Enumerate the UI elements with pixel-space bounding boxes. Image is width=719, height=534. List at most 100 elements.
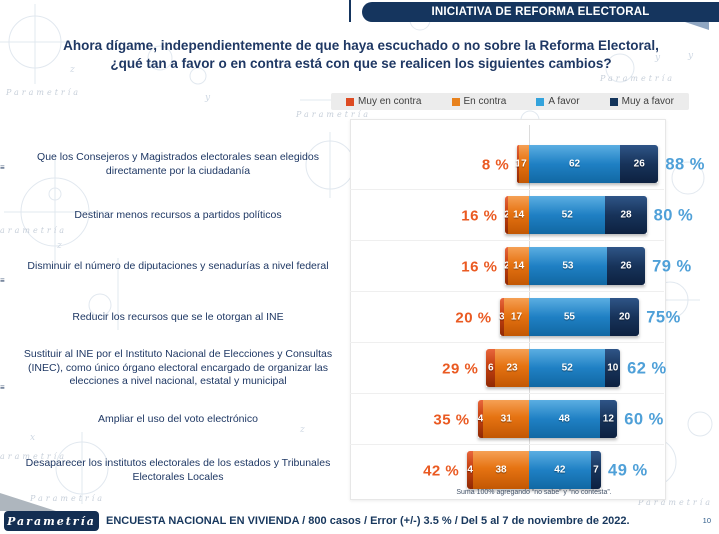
stacked-bar: 4 38 42 7: [467, 451, 601, 489]
legend-item: En contra: [451, 96, 507, 107]
segment-value-label: 14: [513, 209, 525, 221]
total-contra-label: 35 %: [433, 411, 470, 428]
bar-segment-muy-en-contra: 2: [504, 247, 510, 285]
bar-segment-muy-a-favor: 26: [606, 247, 646, 285]
bar-segment-en-contra: 38: [473, 451, 529, 489]
bar-row: 6 23 52 10 29 % 62 %: [350, 343, 719, 394]
bar-segment-a-favor: 52: [528, 349, 606, 387]
bar-segment-en-contra: 23: [495, 349, 529, 387]
category-label: Desaparecer los institutos electorales d…: [25, 457, 331, 483]
total-favor-label: 49 %: [608, 461, 648, 479]
bar-segment-a-favor: 52: [528, 196, 606, 234]
total-favor-label: 75%: [646, 308, 681, 326]
segment-value-label: 26: [620, 260, 632, 272]
svg-text:z: z: [69, 65, 75, 75]
bar-segment-muy-a-favor: 26: [620, 145, 659, 183]
bar-row: 4 38 42 7 42 % 49 %: [352, 445, 719, 496]
svg-text:x: x: [150, 263, 155, 273]
watermark-text: Parametría: [638, 498, 714, 507]
segment-value-label: 7: [593, 464, 599, 476]
bar-segment-en-contra: 17: [504, 298, 529, 336]
segment-value-label: 4: [477, 413, 484, 425]
stacked-bar: 4 31 48 12: [477, 400, 618, 438]
total-favor-label: 88 %: [665, 155, 705, 173]
segment-value-label: 31: [500, 413, 512, 425]
question-line-2: ¿qué tan a favor o en contra está con qu…: [110, 55, 612, 71]
segment-value-label: 4: [467, 464, 473, 476]
segment-value-label: 10: [607, 362, 619, 374]
svg-text:z: z: [299, 425, 305, 435]
category-row: Destinar menos recursos a partidos polít…: [0, 190, 346, 241]
bar-segment-muy-a-favor: 10: [605, 349, 621, 387]
bar-segment-a-favor: 48: [528, 400, 600, 438]
watermark-text: Parametría: [30, 494, 106, 503]
category-row: Sustituir al INE por el Instituto Nacion…: [0, 343, 346, 394]
logo-text: Parametría: [7, 514, 96, 528]
segment-value-label: 14: [513, 260, 525, 272]
stacked-bar: 17 62 26: [515, 145, 659, 183]
segment-value-label: 2: [504, 209, 510, 221]
bar-row: 4 31 48 12 35 % 60 %: [350, 394, 719, 445]
segment-value-label: 23: [506, 362, 518, 374]
bar-segment-en-contra: 7: [518, 145, 529, 183]
bar-segment-muy-en-contra: 6: [486, 349, 496, 387]
segment-value-label: 38: [495, 464, 507, 476]
row-separator: [350, 444, 664, 445]
watermark-text: Parametría: [0, 226, 68, 235]
segment-value-label: 48: [558, 413, 570, 425]
chart-legend: Muy en contra En contra A favor Muy a favor: [331, 93, 689, 110]
segment-value-label: 52: [561, 209, 573, 221]
bar-segment-a-favor: 53: [528, 247, 607, 285]
total-contra-label: 29 %: [442, 360, 479, 377]
legend-label: A favor: [548, 96, 580, 107]
row-separator: [350, 291, 664, 292]
bar-segment-muy-en-contra: 2: [504, 196, 510, 234]
watermark-text: Parametría: [600, 74, 676, 83]
category-row: Ampliar el uso del voto electrónico: [0, 394, 346, 445]
bar-segment-muy-a-favor: 28: [605, 196, 647, 234]
segment-value-label: 17: [510, 311, 523, 323]
bar-row: 3 17 55 20 20 % 75%: [350, 292, 719, 343]
bar-segment-muy-en-contra: 3: [499, 298, 505, 336]
legend-swatch: [451, 97, 460, 106]
total-contra-label: 20 %: [455, 309, 492, 326]
bar-segment-muy-en-contra: 4: [467, 451, 474, 489]
legend-item: A favor: [536, 96, 580, 107]
total-favor-label: 62 %: [627, 359, 667, 377]
bar-segment-muy-en-contra: 4: [477, 400, 484, 438]
segment-value-label: 3: [499, 311, 505, 323]
segment-value-label: 7: [521, 158, 527, 170]
question-title: Ahora dígame, independientemente de que …: [38, 37, 684, 72]
row-separator: [350, 189, 664, 190]
row-separator: [350, 240, 664, 241]
svg-text:y: y: [654, 53, 661, 63]
edge-mark: ≡: [0, 383, 5, 392]
bar-segment-a-favor: 42: [528, 451, 591, 489]
legend-item: Muy a favor: [609, 96, 674, 107]
bar-segment-muy-en-contra: 1: [515, 145, 521, 183]
total-contra-label: 8 %: [481, 156, 510, 173]
slide-banner: INICIATIVA DE REFORMA ELECTORAL: [362, 2, 719, 22]
stacked-bar: 2 14 52 28: [504, 196, 647, 234]
question-line-1: Ahora dígame, independientemente de que …: [63, 38, 659, 53]
watermark-text: Parametría: [0, 452, 68, 461]
watermark-text: Parametría: [296, 110, 372, 119]
segment-value-label: 12: [602, 413, 614, 425]
category-label: Destinar menos recursos a partidos polít…: [74, 208, 282, 221]
svg-text:x: x: [30, 433, 35, 443]
legend-label: Muy a favor: [621, 96, 674, 107]
stacked-bar: 3 17 55 20: [499, 298, 640, 336]
segment-value-label: 20: [618, 311, 631, 323]
total-contra-label: 16 %: [461, 207, 498, 224]
row-separator: [350, 342, 664, 343]
total-favor-label: 79 %: [652, 257, 692, 275]
legend-swatch: [536, 97, 545, 106]
svg-text:y: y: [687, 51, 694, 61]
stacked-bar: 6 23 52 10: [486, 349, 621, 387]
category-row: Reducir los recursos que se le otorgan a…: [0, 292, 346, 343]
segment-value-label: 6: [487, 362, 494, 374]
edge-mark: ≡: [0, 276, 5, 285]
legend-label: En contra: [463, 96, 507, 107]
bar-segment-a-favor: 62: [528, 145, 621, 183]
